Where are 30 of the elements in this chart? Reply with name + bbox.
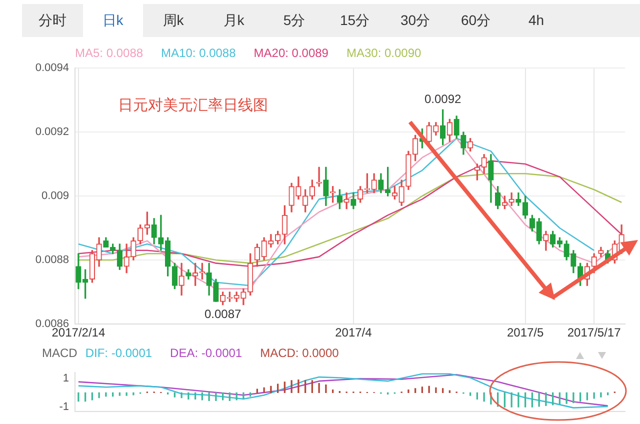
text: DEA: -0.0001: [170, 346, 242, 360]
text: DIF: -0.0001: [85, 346, 152, 360]
annotation: 0.0092: [424, 92, 462, 106]
x-tick-label: 2017/4: [335, 326, 372, 340]
annotation: 0.0087: [204, 307, 242, 322]
text: 月k: [222, 11, 246, 30]
y-tick-label: 0.0092: [35, 126, 69, 138]
text: 60分: [460, 11, 492, 30]
text: 4h: [527, 11, 546, 30]
text: 15分: [338, 11, 371, 30]
y-tick-label: 1: [62, 372, 69, 384]
y-tick-label: 0.0088: [35, 254, 69, 266]
x-tick-label: 2017/2/14: [52, 326, 106, 340]
text: 5分: [282, 11, 306, 30]
text: MA5: 0.0088: [75, 46, 144, 60]
text: 日k: [82, 4, 143, 37]
x-tick-label: 2017/5/17: [567, 326, 622, 340]
text: MA30: 0.0090: [346, 46, 422, 60]
text: 分时: [37, 11, 68, 30]
x-tick-label: 2017/5: [506, 326, 544, 340]
y-tick-label: 0.009: [41, 190, 69, 202]
text: MA20: 0.0089: [254, 46, 328, 60]
text: 周k: [162, 11, 185, 30]
text: MACD: 0.0000: [260, 346, 339, 360]
y-tick-label: 0.0094: [35, 62, 69, 74]
text: 日元对美元汇率日线图: [118, 96, 268, 115]
text: 30分: [399, 11, 432, 30]
chart-title: MACD: [42, 346, 78, 360]
y-tick-label: -1: [59, 401, 69, 414]
text: MA10: 0.0088: [161, 46, 236, 60]
